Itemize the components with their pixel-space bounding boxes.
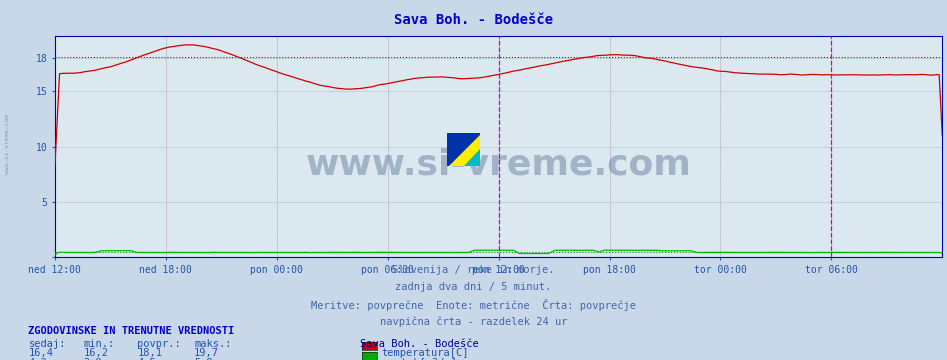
Text: pretok[m3/s]: pretok[m3/s] — [382, 358, 456, 360]
Text: 19,7: 19,7 — [194, 348, 219, 359]
Text: 3,9: 3,9 — [83, 358, 102, 360]
Text: temperatura[C]: temperatura[C] — [382, 348, 469, 359]
Text: navpična črta - razdelek 24 ur: navpična črta - razdelek 24 ur — [380, 316, 567, 327]
Text: 4,3: 4,3 — [28, 358, 47, 360]
Text: www.si-vreme.com: www.si-vreme.com — [5, 114, 10, 174]
Text: 16,2: 16,2 — [83, 348, 108, 359]
Text: sedaj:: sedaj: — [28, 339, 66, 349]
Polygon shape — [447, 133, 480, 166]
Text: 4,5: 4,5 — [137, 358, 156, 360]
Text: povpr.:: povpr.: — [137, 339, 181, 349]
Polygon shape — [447, 133, 480, 166]
Text: Slovenija / reke in morje.: Slovenija / reke in morje. — [392, 265, 555, 275]
Text: Sava Boh. - Bodešče: Sava Boh. - Bodešče — [360, 339, 478, 349]
Text: www.si-vreme.com: www.si-vreme.com — [306, 147, 691, 181]
Text: ZGODOVINSKE IN TRENUTNE VREDNOSTI: ZGODOVINSKE IN TRENUTNE VREDNOSTI — [28, 326, 235, 336]
Text: 16,4: 16,4 — [28, 348, 53, 359]
Text: 18,1: 18,1 — [137, 348, 162, 359]
Polygon shape — [464, 149, 480, 166]
Text: 5,9: 5,9 — [194, 358, 213, 360]
Text: zadnja dva dni / 5 minut.: zadnja dva dni / 5 minut. — [396, 282, 551, 292]
Text: Sava Boh. - Bodešče: Sava Boh. - Bodešče — [394, 13, 553, 27]
Text: Meritve: povprečne  Enote: metrične  Črta: povprečje: Meritve: povprečne Enote: metrične Črta:… — [311, 299, 636, 311]
Text: min.:: min.: — [83, 339, 115, 349]
Text: maks.:: maks.: — [194, 339, 232, 349]
